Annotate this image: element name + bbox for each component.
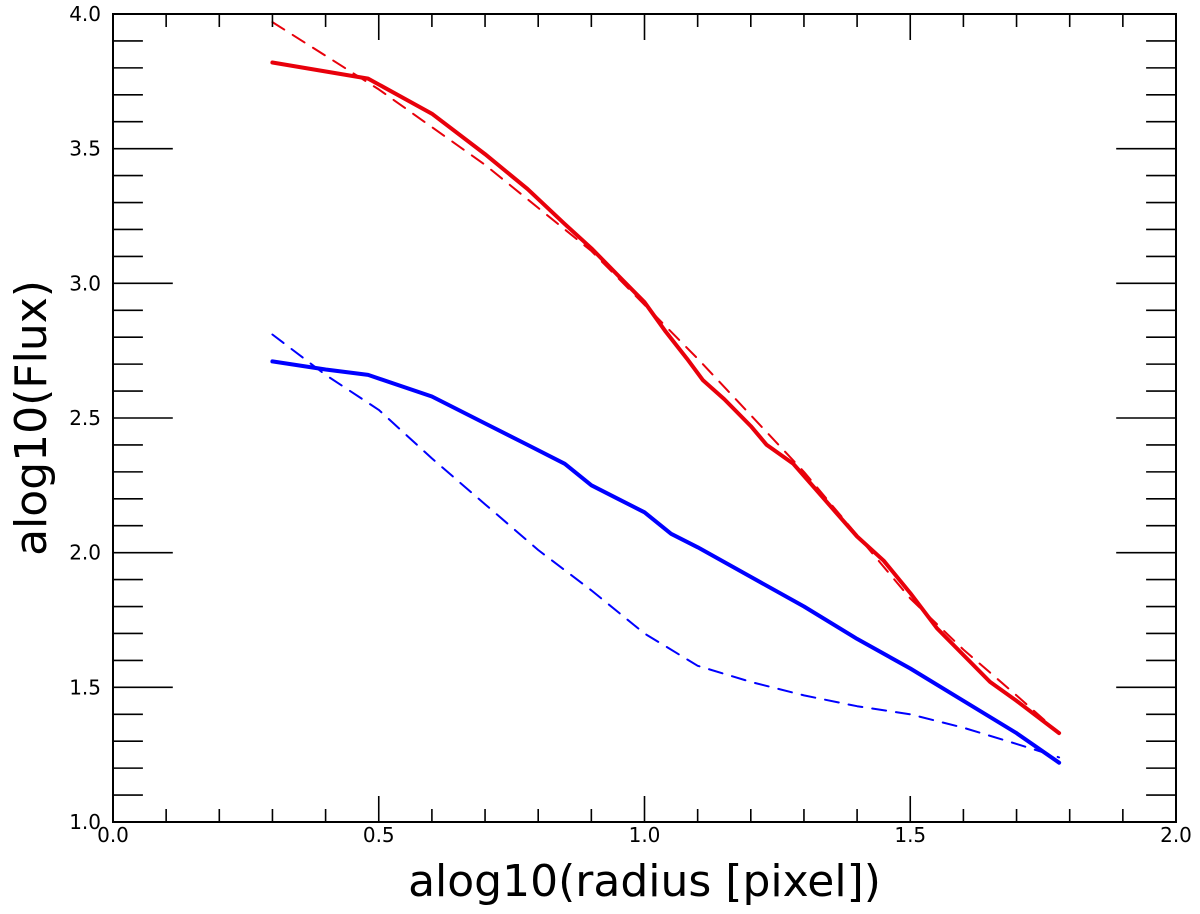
series-layer xyxy=(270,21,1062,765)
series-line-1-dashed xyxy=(271,21,1061,735)
x-tick-label: 0.0 xyxy=(97,823,129,847)
series-line-0-solid xyxy=(270,60,1062,736)
plot-frame xyxy=(112,13,1177,823)
series-line-3-dashed xyxy=(271,333,1061,759)
y-tick-label: 2.0 xyxy=(69,541,101,565)
x-tick-label: 1.5 xyxy=(894,823,926,847)
x-tick-label: 1.0 xyxy=(629,823,661,847)
tick-labels-layer: 0.0 0.5 1.0 1.5 2.0 1.0 1.5 2.0 2.5 3.0 3.5 4.0 xyxy=(69,2,1192,847)
x-axis-title: alog10(radius [pixel]) xyxy=(408,856,881,907)
y-tick-label: 1.0 xyxy=(69,810,101,834)
y-tick-label: 4.0 xyxy=(69,2,101,26)
y-axis-title: alog10(Flux) xyxy=(6,280,57,556)
y-tick-label: 3.0 xyxy=(69,271,101,295)
y-tick-label: 3.5 xyxy=(69,137,101,161)
series-line-2-solid xyxy=(270,359,1062,765)
y-tick-label: 2.5 xyxy=(69,406,101,430)
y-tick-label: 1.5 xyxy=(69,675,101,699)
x-tick-label: 2.0 xyxy=(1160,823,1192,847)
x-tick-label: 0.5 xyxy=(363,823,395,847)
